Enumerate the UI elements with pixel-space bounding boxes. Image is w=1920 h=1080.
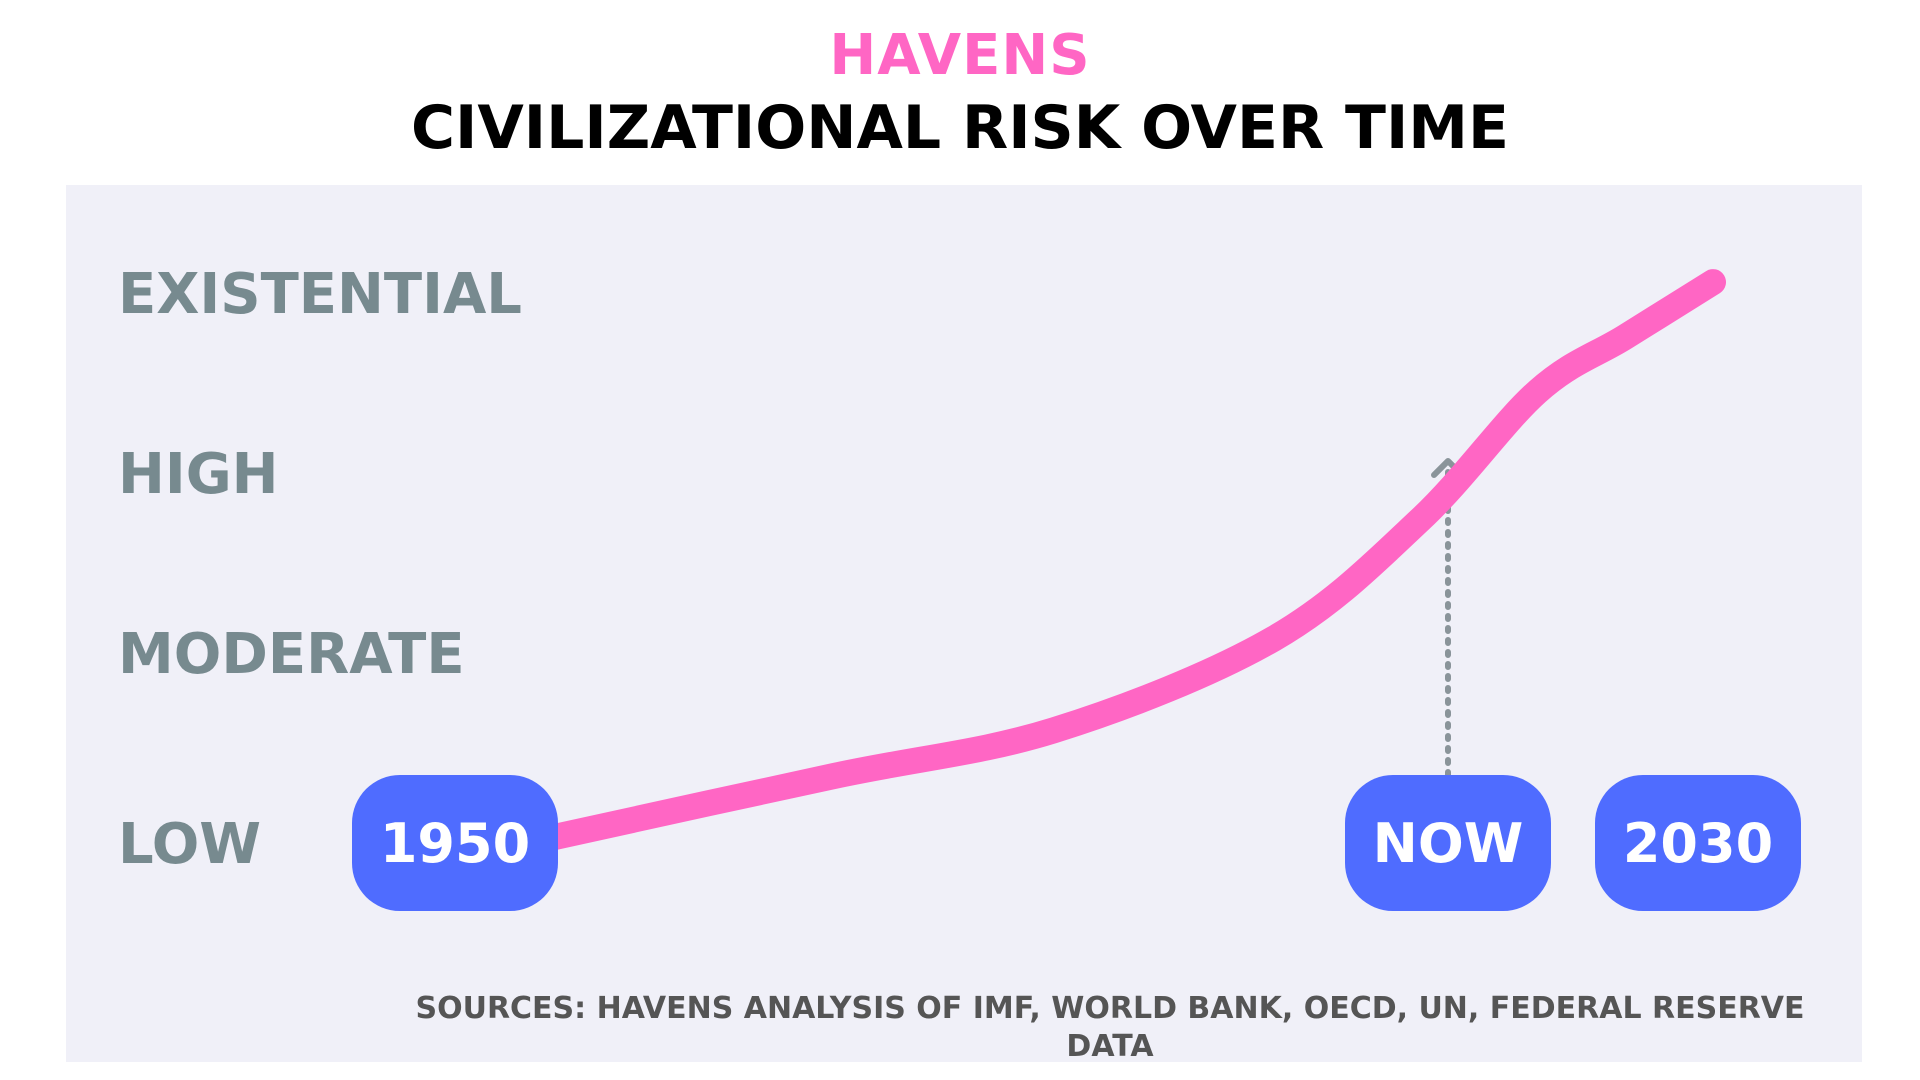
y-label-moderate: MODERATE xyxy=(118,622,465,687)
y-label-low: LOW xyxy=(118,812,262,877)
risk-line xyxy=(528,269,1726,853)
brand-title: HAVENS xyxy=(829,23,1091,88)
y-label-existential: EXISTENTIAL xyxy=(118,262,522,327)
chart-plot xyxy=(528,269,1726,853)
marker-2030: 2030 xyxy=(1595,775,1801,911)
marker-now: NOW xyxy=(1345,775,1551,911)
chart-panel: EXISTENTIAL HIGH MODERATE LOW 1950 NOW 2… xyxy=(66,185,1862,1062)
sources-note: SOURCES: HAVENS ANALYSIS OF IMF, WORLD B… xyxy=(415,991,1805,1064)
chart-title: CIVILIZATIONAL RISK OVER TIME xyxy=(411,93,1509,163)
marker-1950: 1950 xyxy=(352,775,558,911)
y-label-high: HIGH xyxy=(118,442,279,507)
